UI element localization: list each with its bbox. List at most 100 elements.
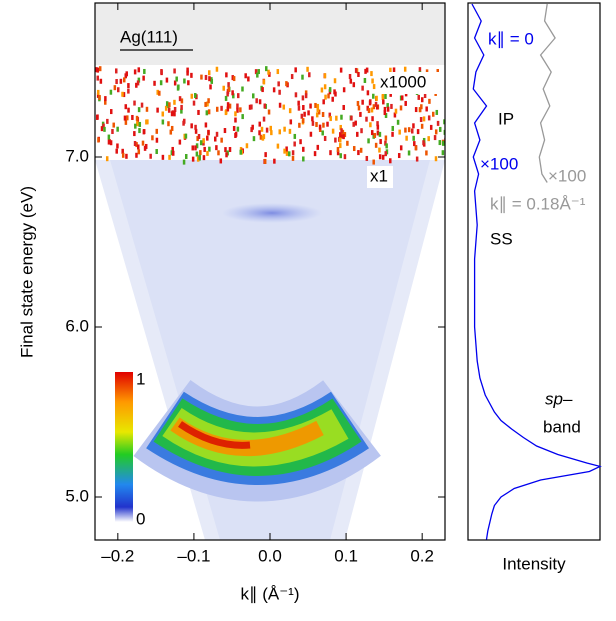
speckle xyxy=(155,128,159,134)
speckle xyxy=(285,81,288,87)
speckle xyxy=(283,126,286,132)
speckle xyxy=(219,158,223,164)
speckle xyxy=(133,131,136,137)
speckle xyxy=(433,135,437,141)
speckle xyxy=(178,139,182,145)
speckle xyxy=(208,146,211,152)
speckle xyxy=(138,128,141,134)
speckle xyxy=(197,109,200,115)
speckle xyxy=(237,93,240,99)
speckle xyxy=(183,78,186,84)
speckle xyxy=(121,91,124,97)
speckle xyxy=(107,134,111,140)
speckle xyxy=(180,108,183,114)
speckle xyxy=(343,154,347,160)
speckle xyxy=(116,143,119,149)
annotation: band xyxy=(543,417,581,436)
speckle xyxy=(100,126,104,132)
speckle xyxy=(389,91,392,97)
speckle xyxy=(196,136,199,142)
speckle xyxy=(102,123,105,129)
speckle xyxy=(370,71,373,77)
speckle xyxy=(125,153,128,159)
speckle xyxy=(244,73,247,79)
y-tick-label: 7.0 xyxy=(65,146,89,165)
speckle xyxy=(384,135,388,141)
speckle xyxy=(272,87,276,93)
speckle xyxy=(215,145,218,151)
speckle xyxy=(103,126,106,132)
speckle xyxy=(427,136,430,142)
speckle xyxy=(173,111,176,117)
speckle xyxy=(378,131,382,137)
speckle xyxy=(257,69,260,75)
speckle xyxy=(333,78,337,84)
speckle xyxy=(414,145,418,151)
speckle xyxy=(313,151,317,157)
speckle xyxy=(145,119,148,125)
speckle xyxy=(434,156,438,162)
speckle xyxy=(153,80,156,86)
profile-line xyxy=(538,3,556,183)
speckle xyxy=(420,104,423,110)
speckle xyxy=(191,156,195,162)
speckle xyxy=(191,145,194,151)
speckle xyxy=(173,99,176,105)
speckle xyxy=(367,138,370,144)
speckle xyxy=(366,105,369,111)
speckle xyxy=(136,80,140,86)
speckle xyxy=(301,74,304,80)
speckle xyxy=(277,81,280,87)
speckle xyxy=(96,114,99,120)
speckle xyxy=(278,102,282,108)
annotation: x1000 xyxy=(380,72,426,91)
speckle xyxy=(99,78,103,84)
y-tick-label: 5.0 xyxy=(65,486,89,505)
speckle xyxy=(222,85,225,91)
speckle xyxy=(199,140,203,146)
speckle xyxy=(291,155,295,161)
speckle xyxy=(155,149,158,155)
speckle xyxy=(226,106,230,112)
speckle xyxy=(195,151,199,157)
colorbar-tick-label: 1 xyxy=(136,369,145,388)
speckle xyxy=(135,82,138,88)
speckle xyxy=(427,115,431,121)
speckle xyxy=(391,131,394,137)
speckle xyxy=(436,69,440,75)
speckle xyxy=(327,93,330,99)
speckle xyxy=(420,123,424,129)
speckle xyxy=(107,139,111,145)
speckle xyxy=(443,119,445,125)
speckle xyxy=(434,129,438,135)
speckle xyxy=(294,92,298,98)
speckle xyxy=(133,100,136,106)
speckle xyxy=(384,151,387,157)
speckle xyxy=(339,137,342,143)
speckle xyxy=(136,121,139,127)
speckle xyxy=(96,67,100,73)
speckle xyxy=(304,93,308,99)
speckle xyxy=(267,69,270,75)
speckle xyxy=(320,87,324,93)
speckle xyxy=(443,129,445,135)
speckle xyxy=(399,105,403,111)
speckle xyxy=(183,118,186,124)
y-tick-label: 6.0 xyxy=(65,316,89,335)
speckle xyxy=(389,67,392,73)
speckle xyxy=(397,153,401,159)
speckle xyxy=(96,75,100,81)
speckle xyxy=(359,111,362,117)
speckle xyxy=(225,152,228,158)
colorbar-tick-label: 0 xyxy=(136,509,145,528)
speckle xyxy=(231,90,234,96)
speckle xyxy=(223,128,227,134)
speckle xyxy=(151,135,154,141)
speckle xyxy=(198,154,201,160)
speckle xyxy=(200,74,203,80)
speckle xyxy=(261,87,264,93)
speckle xyxy=(171,150,175,156)
speckle xyxy=(348,74,352,80)
speckle xyxy=(168,102,171,108)
